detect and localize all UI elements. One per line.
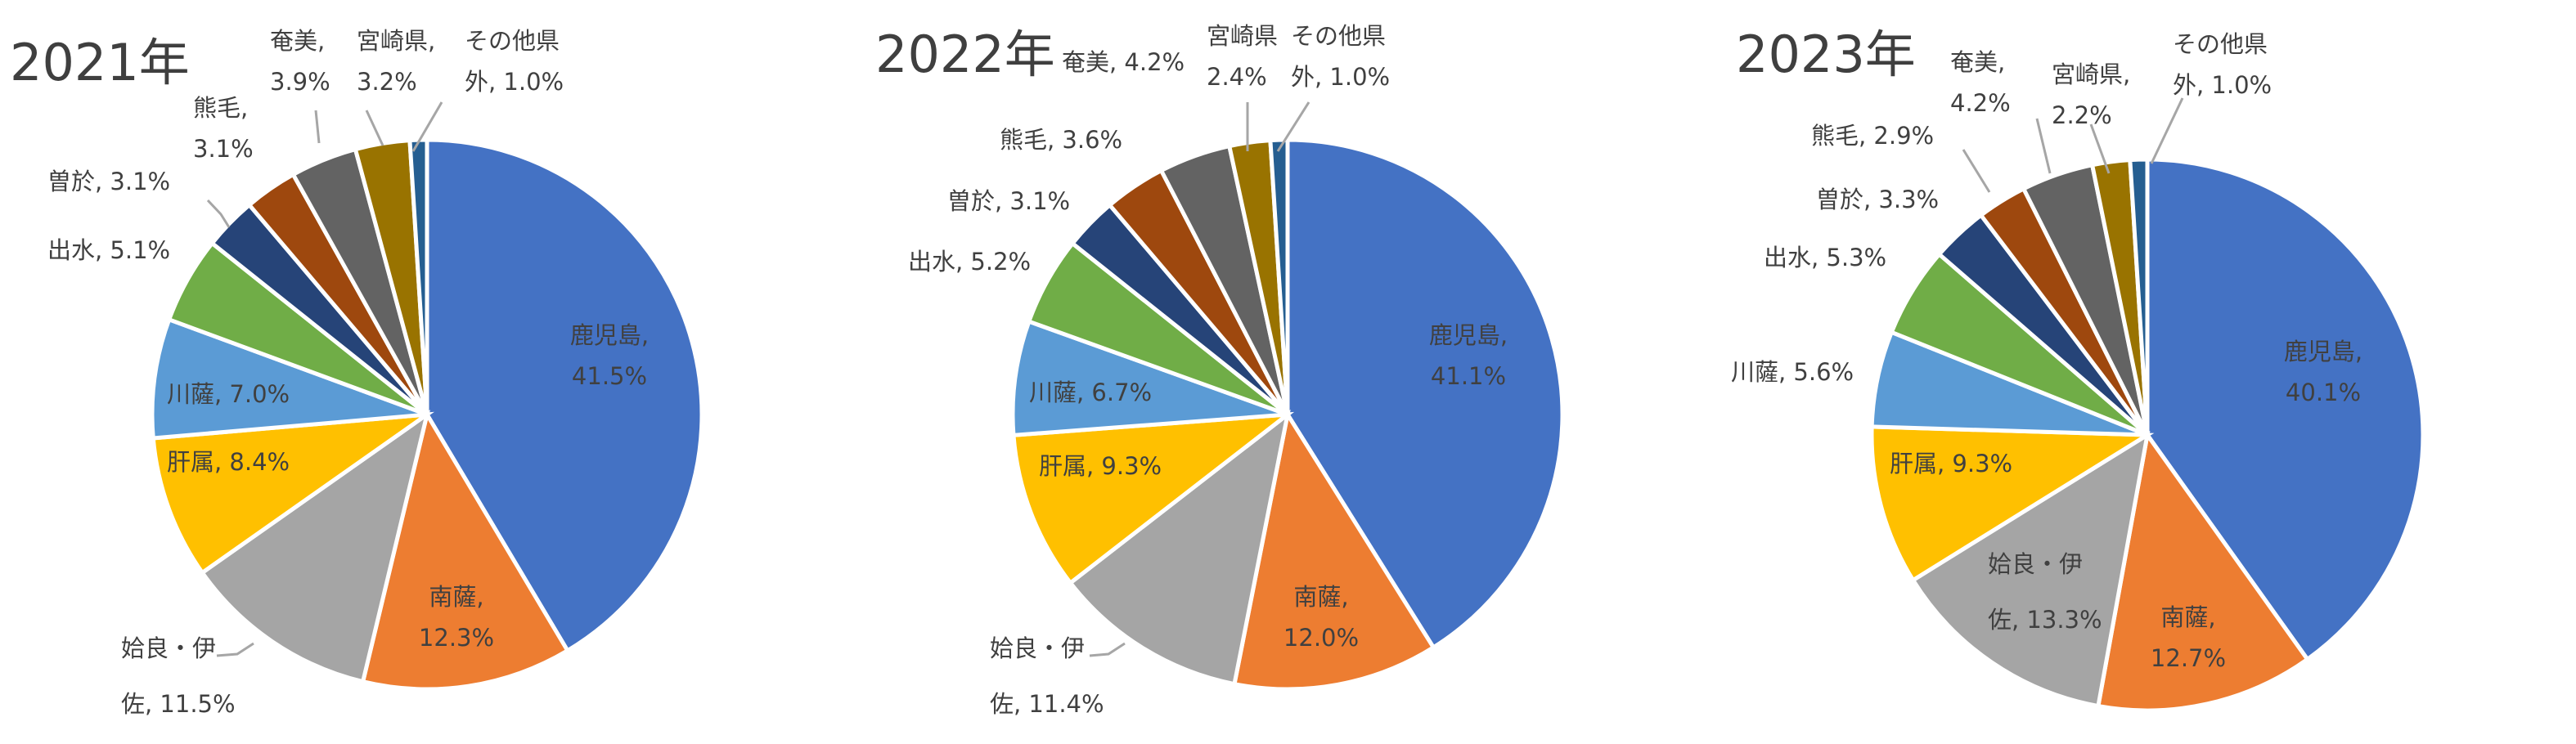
pie-slice-3-2 (2096, 429, 2311, 713)
data-label: 41.5% (572, 362, 647, 390)
pie-slice-2-4 (1011, 411, 1295, 586)
data-label: 曽於, 3.3% (1816, 186, 1939, 213)
leader-line (2035, 118, 2052, 174)
pie-slice-2-2 (1232, 409, 1436, 692)
data-label: 宮崎県, (2052, 61, 2130, 88)
data-label: 41.1% (1431, 362, 1506, 390)
data-label: 3.9% (270, 68, 330, 96)
pie-slice-1-3 (199, 410, 430, 684)
data-label: 姶良・伊 (990, 634, 1085, 662)
data-label: 12.0% (1284, 624, 1359, 652)
data-label: 奄美, (270, 27, 325, 55)
data-label: 鹿児島, (570, 321, 649, 349)
leader-line (314, 110, 321, 144)
leader-line (411, 101, 443, 152)
data-label: その他県 (1291, 22, 1386, 50)
data-label: その他県 (2173, 30, 2268, 58)
data-label: 川薩, 7.0% (167, 380, 290, 408)
data-label: 南薩, (1293, 583, 1348, 611)
data-label: 12.7% (2151, 644, 2226, 672)
data-label: 2.4% (1207, 63, 1267, 91)
data-label: 外, 1.0% (1291, 63, 1390, 91)
data-label: 熊毛, 2.9% (1811, 122, 1934, 150)
data-label: その他県 (465, 27, 560, 55)
data-label: 鹿児島, (1429, 321, 1508, 349)
data-label: 南薩, (429, 583, 483, 611)
data-label: 川薩, 5.6% (1731, 358, 1854, 386)
data-label: 佐, 11.5% (121, 690, 236, 718)
leader-line (1089, 642, 1126, 657)
data-label: 40.1% (2286, 379, 2361, 406)
data-label: 姶良・伊 (1988, 550, 2083, 578)
pie-slice-1-4 (151, 411, 435, 576)
data-label: 川薩, 6.7% (1029, 379, 1152, 406)
data-label: 奄美, 4.2% (1062, 48, 1185, 76)
leader-line (1962, 149, 1991, 193)
pie-slice-1-2 (360, 409, 571, 692)
pie-slice-2-11 (1268, 137, 1290, 415)
data-label: 出水, 5.1% (47, 236, 170, 264)
data-label: 曽於, 3.1% (47, 168, 170, 195)
pie-slice-2-5 (1010, 318, 1288, 437)
data-label: 出水, 5.3% (1764, 244, 1886, 271)
data-label: 4.2% (1950, 89, 2011, 117)
pie-slice-2-3 (1068, 409, 1291, 687)
data-label: 肝属, 8.4% (167, 448, 290, 476)
data-label: 肝属, 9.3% (1039, 452, 1162, 480)
data-label: 3.2% (357, 68, 417, 96)
data-label: 宮崎県, (357, 27, 435, 55)
leader-line (216, 642, 254, 657)
data-label: 3.1% (193, 135, 254, 163)
pie-slice-3-4 (1869, 424, 2155, 584)
data-label: 姶良・伊 (121, 634, 216, 662)
pie-slice-3-1 (2145, 157, 2425, 662)
data-label: 宮崎県 (1207, 22, 1278, 50)
data-label: 外, 1.0% (465, 68, 564, 96)
leader-line (2089, 123, 2111, 174)
data-label: 出水, 5.2% (908, 248, 1031, 276)
chart-title: 2021年 (10, 33, 190, 92)
pie-slice-3-11 (2128, 157, 2150, 436)
pie-slice-1-1 (425, 137, 704, 654)
data-label: 12.3% (419, 624, 494, 652)
leader-line (1276, 101, 1310, 152)
data-label: 熊毛, (193, 94, 248, 122)
data-label: 熊毛, 3.6% (1000, 126, 1122, 154)
data-label: 奄美, (1950, 48, 2005, 76)
leader-line (2150, 97, 2184, 164)
pie-slice-1-5 (150, 316, 428, 441)
leader-line (365, 110, 384, 146)
data-label: 佐, 11.4% (990, 690, 1104, 718)
data-label: 曽於, 3.1% (947, 187, 1070, 215)
data-label: 外, 1.0% (2173, 71, 2272, 99)
data-label: 肝属, 9.3% (1890, 450, 2012, 477)
data-label: 鹿児島, (2284, 338, 2362, 365)
data-label: 2.2% (2052, 101, 2112, 129)
data-label: 佐, 13.3% (1988, 606, 2102, 634)
pie-slice-3-3 (1910, 430, 2151, 709)
chart-title: 2022年 (875, 25, 1055, 84)
chart-title: 2023年 (1736, 25, 1916, 84)
leader-line (206, 199, 231, 228)
data-label: 南薩, (2160, 603, 2215, 631)
